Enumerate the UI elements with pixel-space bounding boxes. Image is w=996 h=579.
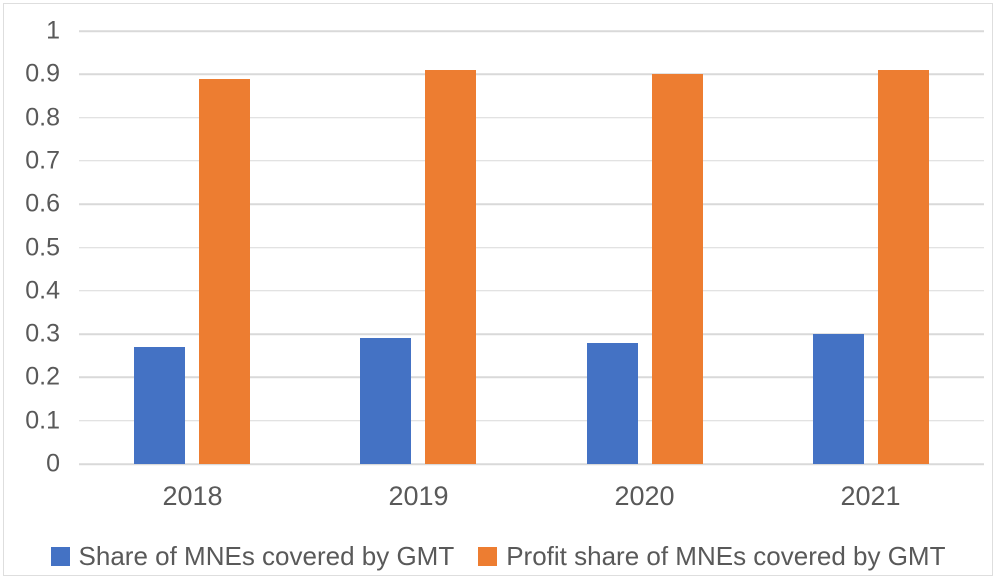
y-tick-label: 0.4 [25,276,60,305]
y-tick-label: 1 [46,16,60,45]
gridline [79,376,984,379]
legend-item-profit-share: Profit share of MNEs covered by GMT [478,541,945,572]
bar-share-mnes-2020 [587,343,638,464]
gridline [79,30,984,32]
gridline [79,160,984,162]
y-axis: 1 0.9 0.8 0.7 0.6 0.5 0.4 0.3 0.2 0.1 0 [0,17,60,478]
y-tick-label: 0.8 [25,103,60,132]
y-tick-label: 0.1 [25,406,60,435]
gridline [79,419,984,422]
bar-profit-share-2019 [425,70,476,464]
x-tick-label-2019: 2019 [388,481,449,511]
x-axis: 2018 2019 2020 2021 [79,481,984,515]
y-tick-label: 0.7 [25,146,60,175]
y-tick-label: 0.5 [25,233,60,261]
gridline [79,333,984,335]
gridline [79,73,984,76]
legend-label-profit-share: Profit share of MNEs covered by GMT [506,541,946,571]
bar-share-mnes-2019 [360,338,411,464]
legend-swatch-blue-icon [50,547,70,566]
gridline [79,116,984,119]
legend-item-share-mnes: Share of MNEs covered by GMT [50,541,455,572]
legend-label-share-mnes: Share of MNEs covered by GMT [78,541,455,571]
bar-profit-share-2021 [878,70,929,464]
bar-profit-share-2018 [199,79,250,464]
gridline [79,203,984,205]
y-tick-label: 0.9 [25,59,60,88]
x-tick-label-2018: 2018 [162,481,223,511]
legend-swatch-orange-icon [478,547,498,566]
y-tick-label: 0 [46,449,60,478]
legend: Share of MNEs covered by GMT Profit shar… [0,541,996,572]
gridline [79,246,984,249]
y-tick-label: 0.2 [25,362,60,391]
y-tick-label: 0.6 [25,189,60,218]
bar-share-mnes-2018 [134,347,185,464]
plot-area [79,30,984,465]
x-axis-line [79,463,984,465]
bar-share-mnes-2021 [813,334,864,464]
bar-group-2020 [587,74,703,464]
bar-group-2021 [813,70,929,464]
bar-profit-share-2020 [652,74,703,464]
bar-group-2019 [360,70,476,464]
x-tick-label-2021: 2021 [840,481,901,511]
gridline [79,290,984,292]
bar-group-2018 [134,79,250,464]
x-tick-label-2020: 2020 [614,481,675,511]
y-tick-label: 0.3 [25,319,60,348]
